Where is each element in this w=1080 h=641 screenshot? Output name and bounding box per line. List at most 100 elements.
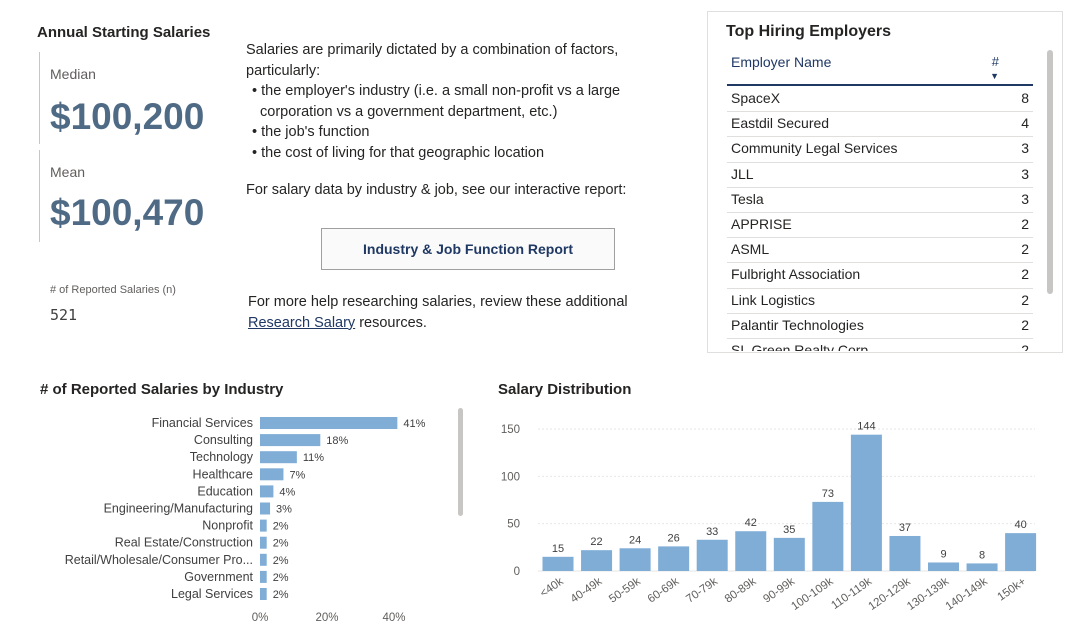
mean-value: $100,470 (50, 192, 205, 233)
industry-data-label: 2% (273, 555, 289, 567)
employer-count: 2 (1021, 241, 1029, 258)
distribution-x-tick: 140-149k (944, 575, 990, 612)
employer-count: 2 (1021, 215, 1029, 232)
distribution-data-label: 33 (706, 526, 718, 538)
industry-bar (260, 519, 267, 532)
distribution-x-tick: 40-49k (569, 575, 605, 605)
employer-row[interactable]: ASML 2 (727, 238, 1033, 264)
industry-bar (260, 502, 271, 515)
employer-row[interactable]: APPRISE 2 (727, 213, 1033, 239)
industry-category-label: Real Estate/Construction (115, 536, 253, 550)
sort-descending-icon[interactable]: ▼ (990, 71, 999, 81)
research-salary-link[interactable]: Research Salary (248, 314, 356, 331)
distribution-x-tick: 60-69k (646, 575, 682, 605)
employer-count: 2 (1021, 266, 1029, 283)
industry-chart-scrollbar[interactable] (458, 408, 463, 516)
distribution-data-label: 26 (668, 532, 680, 544)
industry-data-label: 2% (273, 572, 289, 584)
distribution-bar (619, 548, 651, 571)
employer-row[interactable]: Eastdil Secured 4 (727, 112, 1033, 138)
employer-name-column-header[interactable]: Employer Name (731, 54, 832, 70)
distribution-x-tick: 120-129k (866, 575, 912, 612)
employer-count: 2 (1021, 341, 1029, 351)
industry-category-label: Healthcare (193, 467, 253, 481)
employer-count: 3 (1021, 165, 1029, 182)
industry-category-label: Retail/Wholesale/Consumer Pro... (65, 553, 253, 567)
distribution-data-label: 37 (899, 522, 911, 534)
employer-row[interactable]: JLL 3 (727, 163, 1033, 188)
employers-table-header: Employer Name # ▼ (727, 54, 1033, 86)
employer-row[interactable]: SL Green Realty Corp. 2 (727, 339, 1033, 351)
industry-bar-chart: Financial Services 41% Consulting 18% Techno… (65, 416, 426, 624)
distribution-y-tick: 150 (501, 424, 520, 436)
industry-data-label: 18% (326, 435, 348, 447)
employers-title: Top Hiring Employers (726, 23, 892, 40)
distribution-bar (773, 537, 805, 571)
employer-row[interactable]: SpaceX 8 (727, 87, 1033, 113)
industry-data-label: 11% (303, 452, 324, 464)
median-card: Median $100,200 (39, 52, 220, 144)
industry-bar (260, 417, 398, 429)
employer-row[interactable]: Fulbright Association 2 (727, 263, 1033, 289)
distribution-bar (966, 563, 998, 571)
distribution-data-label: 35 (783, 524, 795, 536)
help-suffix: resources. (355, 314, 427, 331)
industry-chart-title: # of Reported Salaries by Industry (40, 381, 284, 398)
employer-row[interactable]: Palantir Technologies 2 (727, 314, 1033, 339)
employer-name: Community Legal Services (731, 140, 898, 157)
distribution-x-tick: 80-89k (723, 575, 759, 605)
report-prompt: For salary data by industry & job, see o… (246, 182, 627, 198)
industry-category-label: Engineering/Manufacturing (104, 502, 253, 516)
count-column-header[interactable]: # (991, 54, 999, 69)
distribution-bar (658, 546, 690, 571)
intro-line-1: Salaries are primarily dictated by a com… (246, 42, 619, 58)
industry-category-label: Legal Services (171, 587, 253, 601)
industry-bar (260, 588, 267, 600)
top-hiring-employers-panel: Top Hiring Employers Employer Name # ▼ S… (707, 11, 1063, 353)
employer-row[interactable]: Community Legal Services 3 (727, 137, 1033, 163)
mean-card: Mean $100,470 (39, 150, 220, 242)
industry-bar (260, 451, 297, 464)
industry-bar (260, 468, 284, 481)
help-text: For more help researching salaries, revi… (248, 292, 668, 333)
employer-name: Eastdil Secured (731, 115, 830, 132)
employer-name: Palantir Technologies (731, 316, 864, 333)
distribution-data-label: 8 (979, 549, 985, 561)
distribution-bar (850, 434, 882, 571)
factor-bullet: • the job's function (252, 124, 370, 140)
industry-job-report-button[interactable]: Industry & Job Function Report (321, 228, 615, 270)
help-line-1: For more help researching salaries, revi… (248, 294, 628, 310)
employer-count: 4 (1021, 115, 1029, 132)
employers-scrollbar[interactable] (1047, 50, 1053, 294)
distribution-y-tick: 0 (514, 566, 520, 578)
industry-category-label: Government (184, 570, 253, 584)
industry-category-label: Financial Services (152, 416, 253, 430)
distribution-data-label: 9 (940, 548, 946, 560)
employers-table-body: SpaceX 8 Eastdil Secured 4 Community Legal S… (727, 87, 1033, 351)
distribution-bar (735, 531, 767, 571)
industry-data-label: 3% (276, 504, 292, 516)
industry-data-label: 4% (279, 486, 295, 498)
distribution-x-tick: <40k (538, 575, 566, 599)
employer-row[interactable]: Link Logistics 2 (727, 289, 1033, 314)
distribution-x-tick: 50-59k (607, 575, 643, 605)
industry-data-label: 2% (273, 538, 289, 550)
intro-line-2: particularly: (246, 62, 321, 79)
distribution-chart-title: Salary Distribution (498, 381, 632, 398)
employer-row[interactable]: Tesla 3 (727, 188, 1033, 213)
distribution-data-label: 73 (822, 488, 834, 500)
median-value: $100,200 (50, 96, 205, 137)
industry-category-label: Consulting (194, 433, 253, 447)
industry-x-tick: 0% (252, 612, 269, 624)
industry-category-label: Education (197, 484, 253, 498)
employer-count: 3 (1021, 140, 1029, 157)
employer-count: 2 (1021, 291, 1029, 308)
distribution-x-tick: 70-79k (684, 575, 720, 605)
industry-bar (260, 570, 267, 583)
industry-category-label: Technology (190, 450, 254, 464)
employer-name: SL Green Realty Corp. (731, 341, 873, 351)
distribution-data-label: 144 (857, 421, 875, 433)
employer-name: JLL (731, 165, 754, 182)
reported-salaries-value: 521 (50, 306, 78, 324)
mean-label: Mean (50, 164, 86, 180)
